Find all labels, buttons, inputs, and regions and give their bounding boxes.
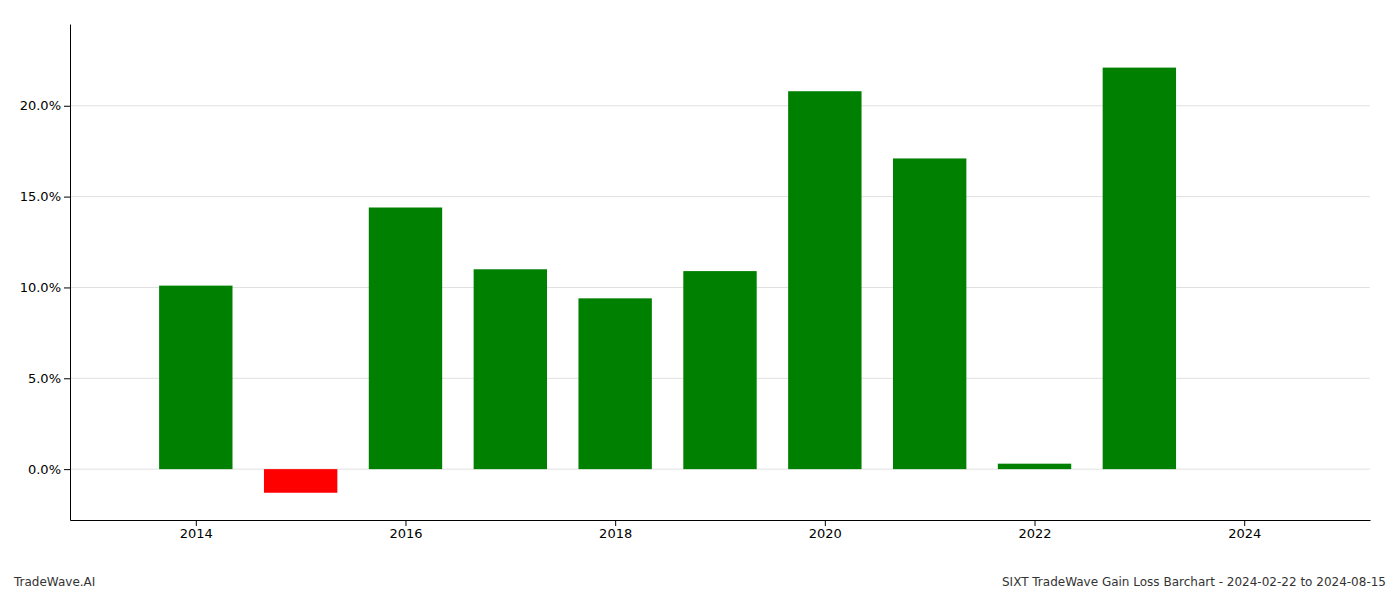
x-tick-mark <box>825 520 826 526</box>
footer-text: SIXT TradeWave Gain Loss Barchart - 2024… <box>1002 575 1386 589</box>
bar <box>788 91 861 469</box>
y-tick-mark <box>64 378 70 379</box>
x-tick: 2014 <box>180 520 213 541</box>
x-tick: 2022 <box>1018 520 1051 541</box>
x-tick-label: 2014 <box>180 526 213 541</box>
bar <box>998 464 1071 469</box>
y-tick: 0.0% <box>28 462 70 477</box>
y-tick-label: 0.0% <box>28 462 61 477</box>
y-tick-label: 20.0% <box>20 98 61 113</box>
y-tick-label: 10.0% <box>20 280 61 295</box>
x-tick-label: 2016 <box>389 526 422 541</box>
footer-text: TradeWave.AI <box>13 575 95 589</box>
bar <box>1103 68 1176 470</box>
y-tick-mark <box>64 287 70 288</box>
y-tick-mark <box>64 106 70 107</box>
x-axis-line <box>71 520 1371 521</box>
bar <box>369 208 442 470</box>
x-tick-mark <box>615 520 616 526</box>
x-tick-mark <box>196 520 197 526</box>
x-tick-label: 2022 <box>1018 526 1051 541</box>
y-tick-mark <box>64 469 70 470</box>
x-tick-mark <box>405 520 406 526</box>
y-axis: 0.0% 5.0% 10.0% 15.0% 20.0% <box>20 25 71 521</box>
x-tick-label: 2018 <box>599 526 632 541</box>
y-tick-mark <box>64 197 70 198</box>
x-tick: 2020 <box>809 520 842 541</box>
y-tick-label: 15.0% <box>20 189 61 204</box>
bar <box>264 469 337 493</box>
x-tick-mark <box>1244 520 1245 526</box>
footer: TradeWave.AI SIXT TradeWave Gain Loss Bar… <box>13 575 1386 589</box>
y-tick: 5.0% <box>28 371 70 386</box>
bar <box>159 286 232 470</box>
bar <box>893 158 966 469</box>
y-tick-label: 5.0% <box>28 371 61 386</box>
bar <box>578 298 651 469</box>
bar <box>474 269 547 469</box>
bars <box>159 68 1176 493</box>
x-tick-label: 2020 <box>809 526 842 541</box>
y-tick: 15.0% <box>20 189 70 204</box>
chart: 2014 2016 2018 2020 2022 2024 0.0% 5.0% 10.0% 15.… <box>0 0 1400 600</box>
x-tick: 2016 <box>389 520 422 541</box>
x-tick: 2024 <box>1228 520 1261 541</box>
y-tick: 10.0% <box>20 280 70 295</box>
x-tick-label: 2024 <box>1228 526 1261 541</box>
x-tick-mark <box>1035 520 1036 526</box>
x-tick: 2018 <box>599 520 632 541</box>
y-axis-line <box>70 25 71 521</box>
bar <box>683 271 756 469</box>
y-tick: 20.0% <box>20 98 70 113</box>
x-axis: 2014 2016 2018 2020 2022 2024 <box>71 520 1371 541</box>
